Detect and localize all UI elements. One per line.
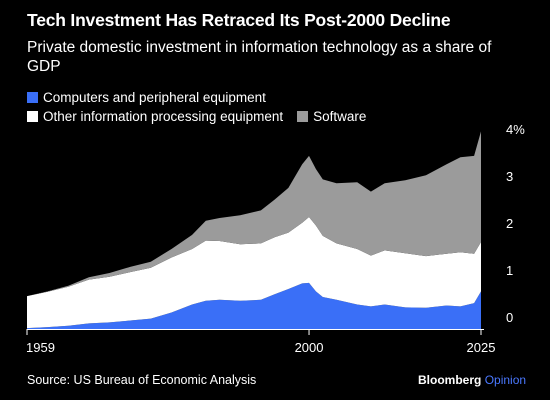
y-axis-ticks: 0 1 2 3 4% (506, 122, 525, 325)
chart-subtitle: Private domestic investment in informati… (27, 39, 492, 75)
brand-name: Bloomberg (418, 373, 482, 387)
y-tick-label-3: 3 (506, 169, 513, 184)
y-tick-label-0: 0 (506, 310, 513, 325)
area-other-equipment (27, 217, 481, 329)
legend-row-2: Other information processing equipment S… (27, 109, 366, 124)
source-note: Source: US Bureau of Economic Analysis (27, 373, 257, 387)
x-tick-label-2025: 2025 (467, 340, 496, 355)
legend-swatch-computers (27, 92, 38, 103)
legend-row-1: Computers and peripheral equipment (27, 90, 266, 105)
y-tick-label-2: 2 (506, 216, 513, 231)
area-computers (27, 282, 481, 329)
x-tick-label-1959: 1959 (26, 340, 55, 355)
area-software (27, 131, 481, 297)
brand-logo: Bloomberg Opinion (418, 373, 526, 387)
y-tick-label-4: 4% (506, 122, 525, 137)
x-axis-ticks: 1959 2000 2025 (26, 329, 495, 355)
legend-swatch-software (297, 111, 309, 122)
x-tick-label-2000: 2000 (295, 340, 324, 355)
chart-areas (27, 131, 481, 329)
legend-label-computers: Computers and peripheral equipment (43, 90, 266, 105)
legend-label-other: Other information processing equipment (43, 109, 284, 124)
legend-swatch-other (27, 111, 38, 122)
chart-title: Tech Investment Has Retraced Its Post-20… (27, 10, 451, 30)
y-tick-label-1: 1 (506, 263, 513, 278)
brand-suffix: Opinion (484, 373, 527, 387)
legend-label-software: Software (313, 109, 367, 124)
